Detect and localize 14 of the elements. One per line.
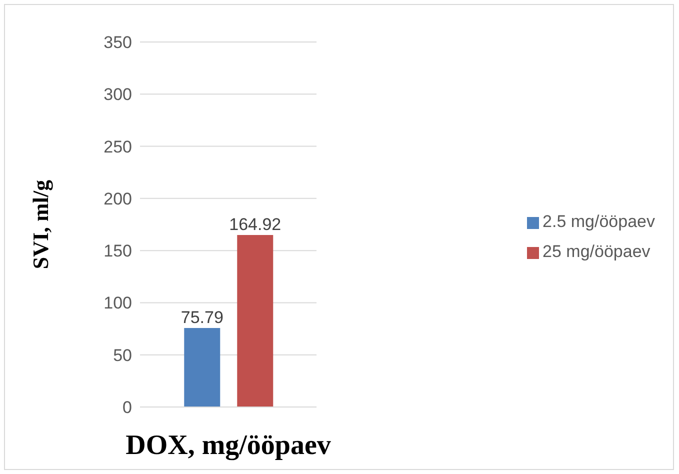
y-axis-title: SVI, ml/g [28, 180, 53, 270]
y-tick-label: 50 [113, 346, 132, 365]
legend-label: 2.5 mg/ööpaev [542, 212, 655, 231]
data-label: 164.92 [229, 215, 282, 234]
y-tick-label: 250 [104, 137, 132, 156]
y-tick-label: 200 [104, 189, 132, 208]
x-axis-title: DOX, mg/ööpaev [126, 430, 331, 461]
y-tick-label: 100 [104, 294, 132, 313]
data-label: 75.79 [180, 308, 224, 327]
legend-label: 25 mg/ööpaev [542, 242, 650, 261]
y-tick-label: 0 [122, 398, 132, 418]
y-tick-label: 350 [104, 33, 132, 52]
y-tick-label: 150 [104, 242, 132, 261]
y-tick-label: 300 [104, 85, 132, 104]
